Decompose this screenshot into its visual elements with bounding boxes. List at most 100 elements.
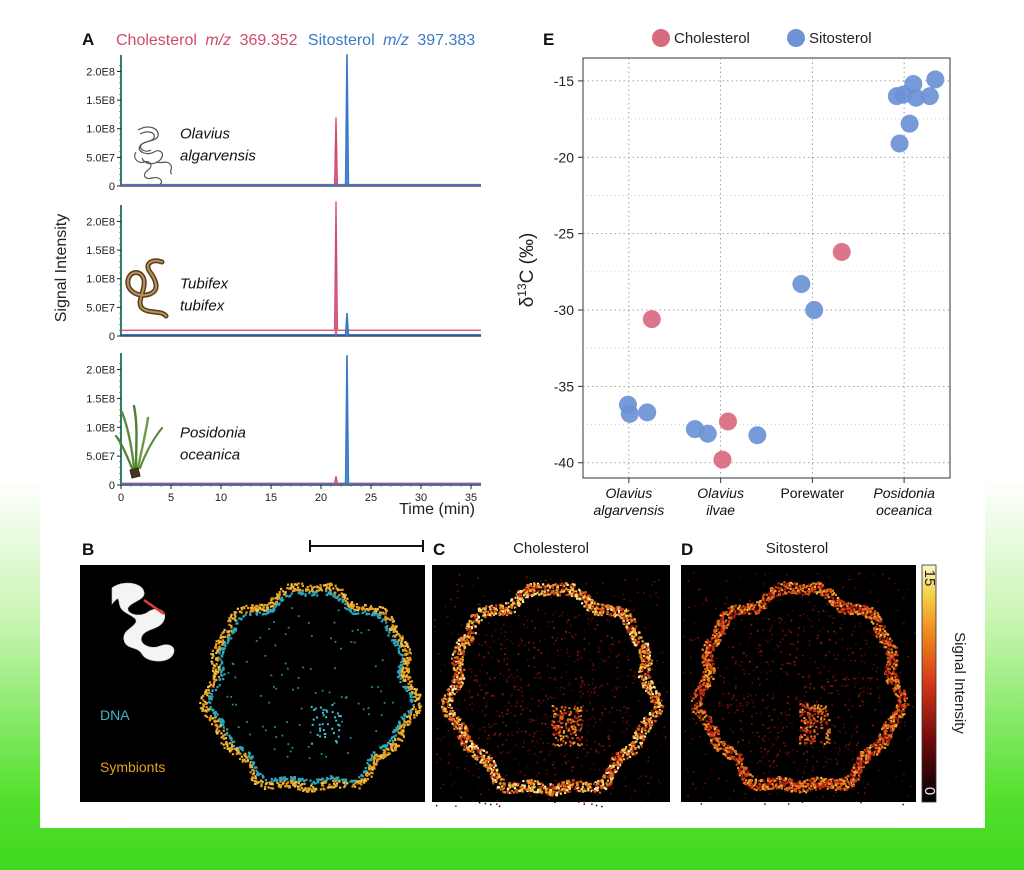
ring-pixel	[650, 696, 654, 699]
ring-pixel	[459, 666, 462, 669]
ring-pixel	[304, 787, 307, 790]
ring-pixel	[618, 611, 621, 614]
noise-pixel	[440, 616, 442, 618]
ring-pixel	[591, 605, 594, 608]
ring-pixel	[883, 646, 886, 649]
ring-pixel	[489, 608, 492, 611]
ring-pixel	[238, 757, 242, 761]
ring-pixel	[213, 712, 216, 715]
ring-pixel	[440, 705, 444, 708]
ring-pixel	[205, 706, 208, 709]
interior-pixel	[625, 651, 627, 654]
interior-pixel	[616, 677, 619, 680]
ring-pixel	[230, 613, 233, 616]
noise-pixel	[523, 708, 525, 710]
noise-pixel	[536, 775, 538, 777]
ring-pixel	[341, 593, 344, 596]
ring-pixel	[632, 627, 635, 630]
ring-pixel	[385, 753, 388, 756]
noise-pixel	[546, 742, 549, 745]
ring-pixel	[384, 615, 387, 618]
interior-pixel	[509, 625, 512, 628]
interior-pixel	[484, 655, 487, 658]
interior-pixel	[580, 764, 583, 767]
ring-pixel	[501, 788, 504, 791]
interior-pixel	[300, 707, 303, 710]
ring-pixel	[403, 657, 406, 660]
interior-pixel	[592, 663, 595, 665]
ring-pixel	[577, 790, 580, 793]
ring-pixel	[245, 611, 248, 614]
ring-pixel	[481, 609, 484, 612]
ring-pixel	[557, 785, 560, 788]
ring-pixel	[490, 769, 493, 772]
ring-pixel	[514, 783, 517, 786]
ring-pixel	[467, 642, 470, 645]
ring-pixel	[648, 654, 651, 657]
ring-pixel	[646, 655, 649, 658]
center-pixel	[567, 721, 570, 724]
chromatogram-group: 05.0E71.0E81.5E82.0E8Olaviusalgarvensis0…	[86, 54, 481, 504]
interior-pixel	[554, 639, 557, 642]
ring-pixel	[637, 728, 640, 731]
ring-pixel	[297, 779, 300, 782]
ring-pixel	[372, 612, 375, 615]
noise-pixel	[485, 701, 488, 703]
ring-pixel	[478, 607, 481, 610]
ring-pixel	[492, 765, 495, 768]
ring-pixel	[284, 592, 287, 595]
noise-pixel	[630, 589, 633, 592]
ring-pixel	[207, 708, 210, 711]
ring-pixel	[490, 767, 493, 770]
interior-pixel	[536, 660, 539, 663]
ring-pixel	[517, 596, 520, 599]
noise-pixel	[623, 706, 625, 708]
ring-pixel	[399, 667, 402, 670]
interior-pixel	[626, 675, 629, 677]
ring-pixel	[605, 771, 608, 774]
ring-pixel	[262, 608, 265, 611]
ring-pixel	[897, 699, 900, 702]
ring-pixel	[454, 669, 457, 672]
ring-pixel	[650, 659, 654, 662]
ring-pixel	[221, 647, 224, 651]
ring-pixel	[209, 705, 212, 708]
noise-pixel	[665, 738, 667, 740]
ring-pixel	[285, 782, 288, 785]
noise-pixel	[633, 609, 635, 612]
interior-pixel	[479, 669, 481, 672]
ring-pixel	[409, 688, 412, 691]
noise-pixel	[464, 768, 466, 770]
ring-pixel	[462, 734, 465, 737]
ring-pixel	[219, 634, 223, 637]
ring-pixel	[441, 698, 444, 701]
interior-pixel	[589, 701, 591, 704]
interior-pixel	[582, 719, 584, 722]
ring-pixel	[452, 688, 455, 691]
ring-pixel	[237, 617, 241, 620]
ring-pixel	[442, 706, 445, 709]
noise-pixel	[487, 646, 489, 648]
ring-pixel	[212, 684, 215, 687]
interior-pixel	[623, 648, 626, 651]
ring-pixel	[547, 589, 550, 592]
y-tick-label: 1.0E8	[86, 274, 115, 286]
ring-pixel	[463, 677, 466, 680]
noise-pixel	[560, 781, 562, 783]
ring-pixel	[456, 666, 459, 670]
noise-pixel	[556, 730, 559, 732]
ring-pixel	[510, 610, 513, 613]
noise-pixel	[469, 640, 471, 643]
noise-pixel	[584, 669, 587, 672]
center-pixel	[335, 719, 338, 722]
ring-pixel	[385, 748, 388, 751]
ring-pixel	[296, 589, 299, 592]
ring-pixel	[448, 694, 451, 697]
ring-pixel	[559, 792, 562, 795]
noise-pixel	[480, 793, 482, 796]
ring-pixel	[623, 751, 626, 754]
ring-pixel	[637, 640, 640, 643]
interior-pixel	[565, 707, 568, 710]
interior-pixel	[508, 751, 511, 753]
interior-pixel	[521, 690, 523, 693]
